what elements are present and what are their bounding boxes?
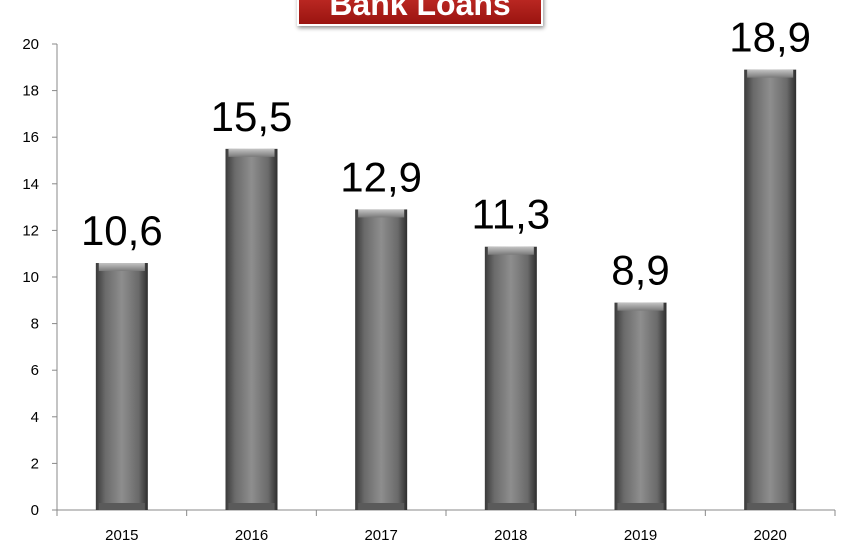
- data-label: 10,6: [81, 207, 163, 254]
- bar-cap: [487, 246, 534, 255]
- bar-base: [617, 503, 664, 510]
- bar-cap: [358, 209, 405, 218]
- x-tick-label: 2018: [494, 527, 527, 544]
- bar-cap: [228, 148, 275, 157]
- bar-base: [228, 503, 275, 510]
- y-tick-label: 8: [31, 316, 39, 333]
- chart-title-box: Bank Loans: [297, 0, 543, 26]
- y-tick-label: 4: [31, 409, 39, 426]
- bar-base: [747, 503, 794, 510]
- bar-cap: [617, 302, 664, 311]
- y-tick-label: 2: [31, 455, 39, 472]
- bar-base: [487, 503, 534, 510]
- y-tick-label: 0: [31, 502, 39, 519]
- y-tick-label: 20: [22, 36, 39, 53]
- data-label: 8,9: [611, 247, 669, 294]
- y-tick-label: 18: [22, 83, 39, 100]
- axes: 0 2 4 6 8 10 12 14 16 18 20: [22, 36, 836, 519]
- y-tick-label: 16: [22, 129, 39, 146]
- bar: [355, 209, 408, 510]
- bar: [225, 148, 278, 510]
- bar-base: [98, 503, 145, 510]
- bar-cap: [98, 263, 145, 272]
- bar: [484, 246, 537, 510]
- y-tick-label: 10: [22, 269, 39, 286]
- x-tick-label: 2017: [364, 527, 397, 544]
- data-label: 18,9: [729, 14, 811, 61]
- x-tick-label: 2016: [235, 527, 268, 544]
- bar-cap: [747, 69, 794, 78]
- y-tick-label: 6: [31, 362, 39, 379]
- x-tick-label: 2020: [753, 527, 786, 544]
- bar: [95, 263, 148, 510]
- data-label: 15,5: [211, 93, 293, 140]
- chart-title: Bank Loans: [329, 0, 511, 22]
- x-tick-label: 2019: [624, 527, 657, 544]
- labels: 2015 10,6 2016 15,5 2017 12,9 2018 11,3 2019 8,9 2…: [81, 14, 811, 544]
- y-tick-label: 14: [22, 176, 39, 193]
- data-label: 11,3: [472, 191, 551, 238]
- x-tick-label: 2015: [105, 527, 138, 544]
- bar-base: [358, 503, 405, 510]
- bars: [95, 69, 797, 510]
- y-tick-label: 12: [22, 222, 39, 239]
- bar: [614, 302, 667, 510]
- data-label: 12,9: [340, 153, 422, 200]
- bar: [744, 69, 797, 510]
